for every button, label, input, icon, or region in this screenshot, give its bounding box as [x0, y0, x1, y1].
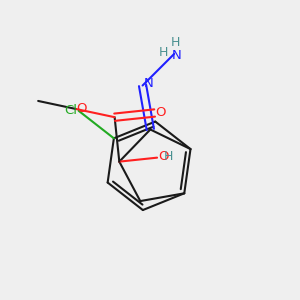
Text: H: H: [158, 46, 168, 59]
Text: N: N: [171, 50, 181, 62]
Text: N: N: [144, 77, 153, 90]
Text: Cl: Cl: [64, 104, 78, 117]
Text: O: O: [76, 102, 87, 115]
Text: O: O: [158, 150, 169, 163]
Text: O: O: [156, 106, 166, 119]
Text: H: H: [170, 36, 180, 49]
Text: H: H: [164, 150, 173, 163]
